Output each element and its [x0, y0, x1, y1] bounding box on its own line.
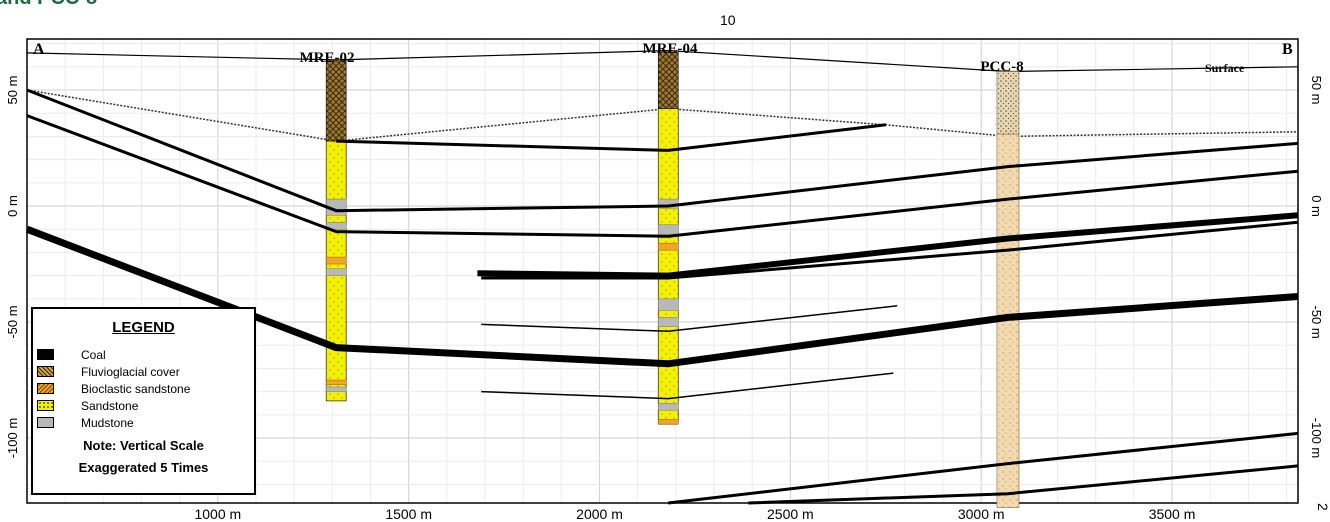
y-axis-ticks-right: 50 m 0 m -50 m -100 m [1309, 76, 1324, 459]
x-tick-label: 3500 m [1149, 506, 1196, 522]
cover-base-line [26, 89, 1299, 142]
legend-item-coal: Coal [37, 346, 254, 363]
y-tick-label-left: 0 m [5, 195, 20, 217]
x-tick-label: 2500 m [767, 506, 814, 522]
x-tick-label: 1000 m [194, 506, 241, 522]
mudstone-interval [658, 298, 679, 311]
y-tick-label-right: -100 m [1309, 418, 1324, 458]
bottom-page-number: 2 [1315, 503, 1330, 511]
legend-item-bioclastic: Bioclastic sandstone [37, 380, 254, 397]
legend-note: Note: Vertical Scale Exaggerated 5 Times [33, 435, 254, 479]
legend-label: Coal [81, 347, 106, 362]
legend-label: Bioclastic sandstone [81, 381, 191, 396]
y-tick-label-right: 0 m [1309, 195, 1324, 217]
coal-seam-5 [481, 220, 1299, 280]
bioclastic-interval [658, 419, 679, 425]
bioclastic-interval [325, 379, 347, 385]
mudstone-interval [325, 386, 347, 392]
legend-item-mudstone: Mudstone [37, 414, 254, 431]
legend-label: Fluvioglacial cover [81, 364, 180, 379]
legend-title: LEGEND [112, 319, 175, 336]
cover-base-polyline [26, 89, 1299, 142]
well-labels: MRE-02 MRE-04 PCC-8 [300, 41, 1024, 75]
mudstone-swatch-icon [37, 417, 54, 428]
y-tick-label-left: -100 m [5, 418, 20, 458]
fluvioglacial-interval [325, 59, 347, 142]
coal-seam-8 [481, 372, 894, 400]
fluvioglacial-interval [657, 50, 679, 109]
bioclastic-interval [658, 242, 679, 251]
sandstone-swatch-icon [37, 400, 54, 411]
fluvioglacial-interval [996, 71, 1020, 135]
y-tick-label-left: 50 m [5, 76, 20, 105]
legend-label: Sandstone [81, 398, 139, 413]
plot-frame [26, 38, 1299, 504]
section-title: and PCC-8 [0, 0, 97, 9]
mudstone-interval [325, 268, 347, 276]
coal-seam-7 [481, 305, 898, 333]
coal-seam-9 [668, 431, 1299, 505]
legend-item-sandstone: Sandstone [37, 397, 254, 414]
well-label-pcc-8: PCC-8 [980, 59, 1023, 75]
y-axis-ticks-left: 50 m 0 m -50 m -100 m [5, 76, 20, 459]
well-label-mre-04: MRE-04 [643, 41, 698, 57]
coal-seam-10 [748, 464, 1299, 505]
coal-seam-4 [477, 212, 1299, 279]
y-tick-label-left: -50 m [5, 305, 20, 338]
mudstone-interval [658, 403, 679, 411]
legend: LEGEND Coal Fluvioglacial cover Bioclast… [31, 307, 256, 495]
legend-item-fluvioglacial: Fluvioglacial cover [37, 363, 254, 380]
x-tick-label: 1500 m [385, 506, 432, 522]
x-axis-ticks: 1000 m 1500 m 2000 m 2500 m 3000 m 3500 m [194, 506, 1195, 522]
coal-seam-3 [26, 114, 1299, 238]
legend-note-line1: Note: Vertical Scale [83, 438, 204, 453]
x-tick-label: 2000 m [576, 506, 623, 522]
well-column-mre-02 [325, 59, 347, 402]
well-column-pcc-8 [996, 71, 1020, 508]
fluvioglacial-swatch-icon [37, 366, 54, 377]
section-label-b: B [1282, 41, 1293, 58]
coal-swatch-icon [37, 349, 54, 360]
well-column-mre-04 [657, 50, 679, 425]
top-page-number: 10 [720, 12, 736, 28]
y-tick-label-right: -50 m [1309, 305, 1324, 338]
well-label-mre-02: MRE-02 [300, 50, 355, 66]
coal-seam-1 [336, 123, 886, 152]
coal-seam-2 [26, 88, 1299, 213]
bioclastic-interval [325, 256, 347, 265]
mudstone-interval [325, 222, 347, 230]
mudstone-interval [658, 317, 679, 327]
legend-note-line2: Exaggerated 5 Times [78, 460, 209, 475]
surface-label: Surface [1205, 61, 1245, 75]
bioclastic-swatch-icon [37, 383, 54, 394]
x-tick-label: 3000 m [958, 506, 1005, 522]
sandstone-interval [657, 108, 679, 425]
y-tick-label-right: 50 m [1309, 76, 1324, 105]
legend-label: Mudstone [81, 415, 134, 430]
section-label-a: A [33, 41, 45, 58]
